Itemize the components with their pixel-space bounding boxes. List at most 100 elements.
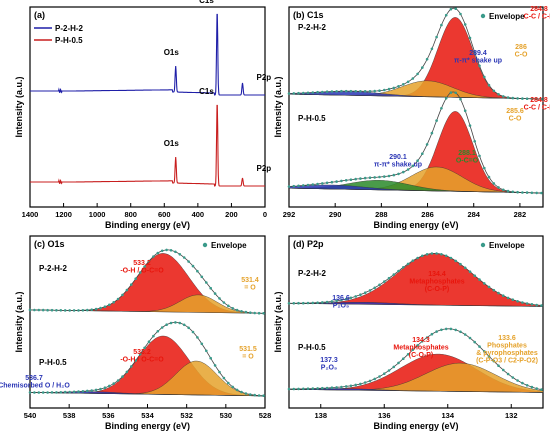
data-point <box>227 381 230 385</box>
data-point <box>459 97 462 101</box>
data-point <box>435 119 438 122</box>
peak-annotation-line: -O-H / O-C=O <box>120 357 164 364</box>
peak-annotation-line: = O <box>242 354 254 361</box>
data-point <box>209 286 212 290</box>
data-point <box>72 390 76 394</box>
data-point <box>344 385 348 388</box>
data-point <box>55 391 58 394</box>
data-point <box>421 152 424 155</box>
peak-label-c1s: C1s <box>199 0 214 5</box>
data-point <box>397 172 400 176</box>
data-point <box>511 298 515 302</box>
data-point <box>316 301 319 305</box>
data-point <box>440 328 443 332</box>
data-point <box>363 176 367 180</box>
data-point <box>444 13 448 17</box>
data-point <box>487 175 491 179</box>
data-point <box>130 365 133 368</box>
x-tick-label: 1000 <box>89 210 106 219</box>
data-point <box>454 91 458 95</box>
data-point <box>249 311 252 315</box>
peak-annotation-line: 288.1 <box>458 150 476 157</box>
data-point <box>160 326 164 329</box>
sample-label: P-H-0.5 <box>298 343 326 352</box>
data-point <box>516 379 519 382</box>
data-point <box>444 254 448 258</box>
peak-annotation-line: P₂O₅ <box>321 365 337 372</box>
data-point <box>406 168 410 171</box>
data-point <box>325 181 329 185</box>
data-point <box>143 265 146 268</box>
x-tick-label: 600 <box>158 210 171 219</box>
data-point <box>473 140 477 143</box>
peak-label-o1s: O1s <box>164 139 180 148</box>
data-point <box>463 109 467 112</box>
peak-annotation-line: (C-P-O3 / C2-P-O2) <box>476 358 538 365</box>
data-point <box>94 388 98 392</box>
data-point <box>540 191 543 195</box>
data-point <box>340 179 343 183</box>
data-point <box>156 330 160 333</box>
peak-annotation-line: Phosphates <box>487 343 527 350</box>
data-point <box>257 311 261 315</box>
data-point <box>535 387 538 390</box>
data-point <box>540 97 543 101</box>
data-point <box>160 249 164 253</box>
x-tick-label: 136 <box>378 411 391 420</box>
data-point <box>182 256 186 259</box>
data-point <box>525 97 529 100</box>
data-point <box>487 83 491 87</box>
data-point <box>108 384 111 388</box>
peak-annotation: 533.2-O-H / O-C=O <box>120 349 164 364</box>
data-point <box>205 349 208 353</box>
data-point <box>344 89 348 93</box>
data-point <box>306 183 310 187</box>
data-point <box>33 391 36 394</box>
panel-title: (d) P2p <box>293 239 324 249</box>
data-point <box>81 309 85 312</box>
x-tick-label: 540 <box>24 411 37 420</box>
x-tick-label: 284 <box>467 210 480 219</box>
data-point <box>387 369 391 372</box>
data-point <box>134 277 137 281</box>
data-point <box>99 306 102 310</box>
data-point <box>165 323 168 327</box>
data-point <box>373 176 377 179</box>
data-point <box>28 391 32 394</box>
data-point <box>383 372 386 376</box>
data-point <box>521 381 524 385</box>
data-point <box>449 7 453 11</box>
panel-d: (d) P2p 138 136 134 132 Binding energy (eV) In… <box>273 235 544 431</box>
data-point <box>340 89 343 93</box>
peak-annotation-line: C-O <box>515 52 528 59</box>
peak-annotation: 289.4π-π* shake up <box>454 50 502 65</box>
data-point <box>478 64 481 68</box>
data-point <box>359 382 362 386</box>
data-point <box>178 321 182 325</box>
peak-annotation-line: C-O <box>509 116 522 123</box>
peak-label-p2p: P2p <box>257 164 272 173</box>
data-point <box>349 296 353 300</box>
data-point <box>521 97 524 100</box>
data-point <box>497 291 500 295</box>
data-point <box>77 309 80 312</box>
data-point <box>468 36 472 40</box>
data-point <box>502 368 505 372</box>
peak-annotation-line: 136.6 <box>332 295 350 302</box>
peak-annotation: 533.2-O-H / O-C=O <box>120 260 164 275</box>
data-point <box>63 390 67 394</box>
data-point <box>378 283 381 287</box>
data-point <box>116 297 120 301</box>
data-point <box>187 326 190 330</box>
data-point <box>116 379 120 382</box>
peak-annotation-line: C-C / C-H <box>524 14 550 21</box>
data-point <box>406 353 410 356</box>
sample-label: P-2-H-2 <box>298 269 327 278</box>
data-point <box>297 184 300 188</box>
data-point <box>205 281 208 284</box>
peak-annotation-line: Metaphosphates <box>409 279 464 286</box>
